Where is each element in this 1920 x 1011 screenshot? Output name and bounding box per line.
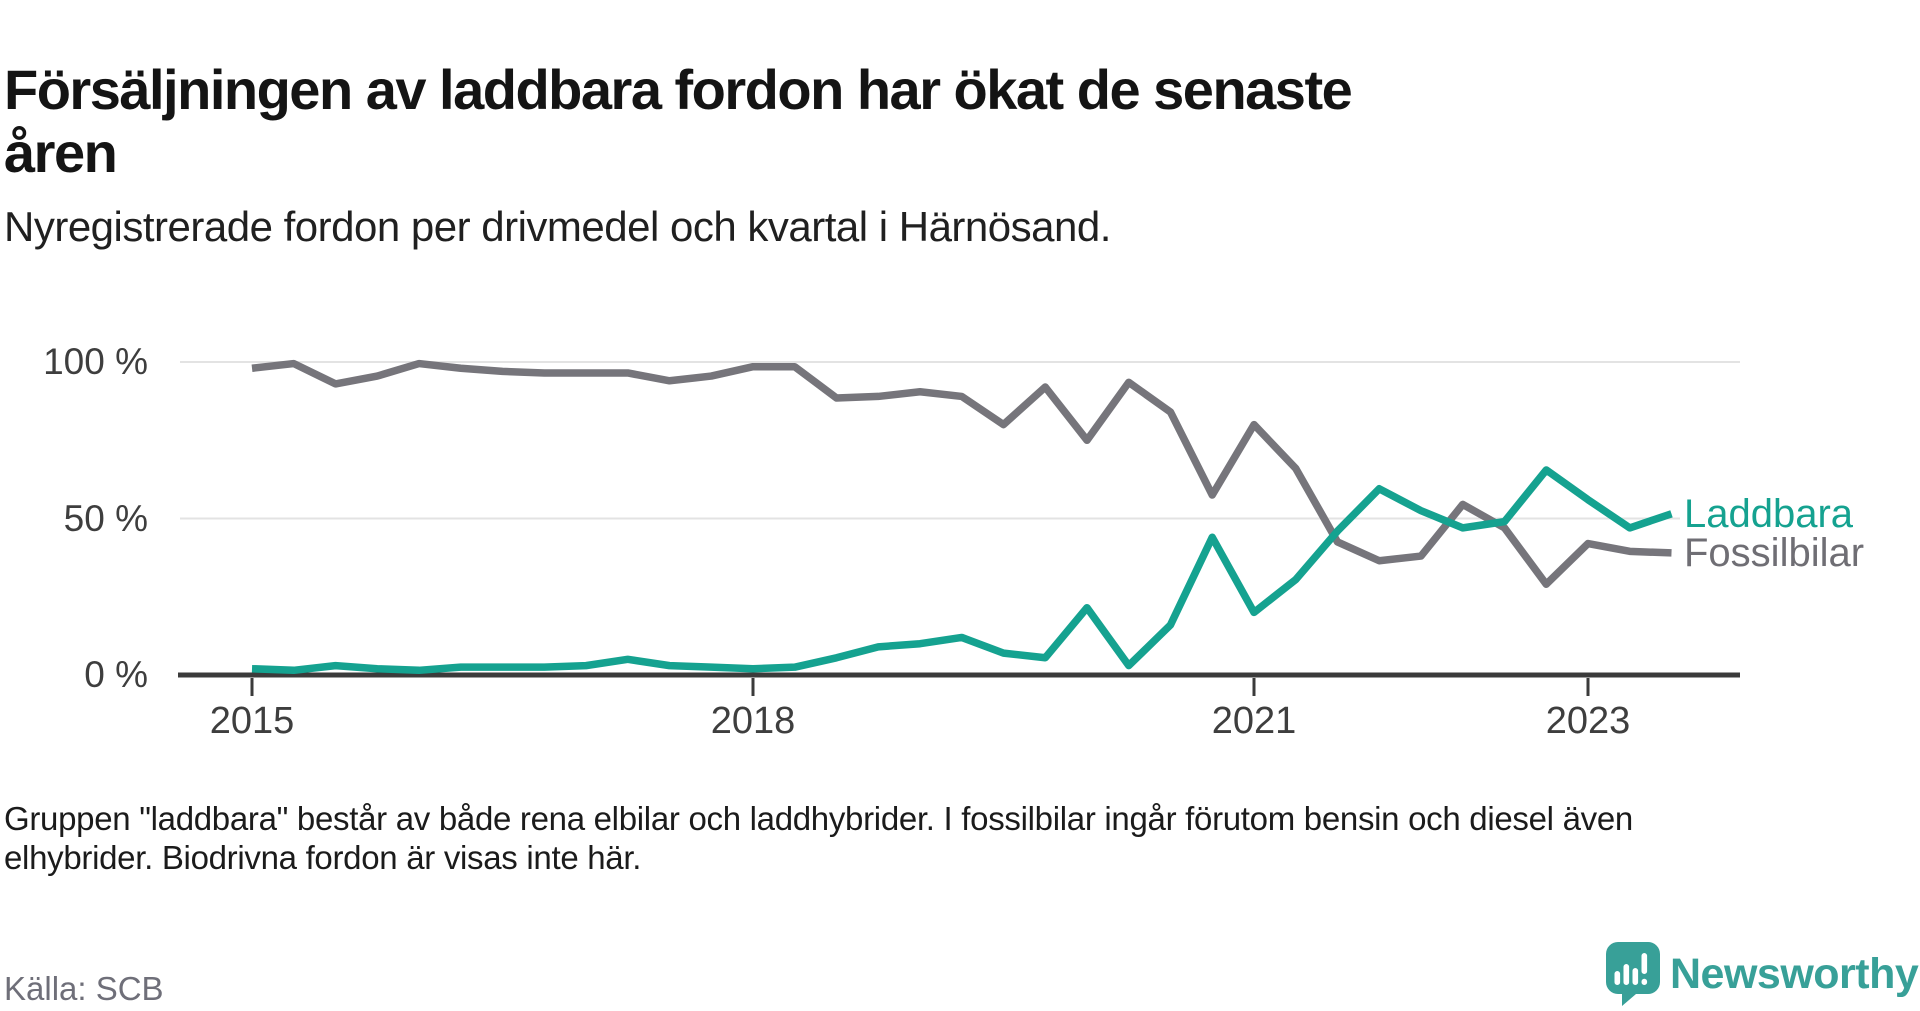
page-title-line1: Försäljningen av laddbara fordon har öka…: [4, 57, 1353, 121]
x-axis-label-2015: 2015: [209, 700, 295, 742]
y-axis-label-100: 100 %: [43, 341, 148, 382]
x-axis-label-2021: 2021: [1211, 700, 1297, 742]
page-title: Försäljningen av laddbara fordon har öka…: [4, 58, 1564, 184]
chart-subtitle: Nyregistrerade fordon per drivmedel och …: [4, 203, 1111, 250]
newsworthy-logo-text: Newsworthy: [1670, 950, 1919, 998]
source-label: Källa: SCB: [4, 970, 164, 1007]
y-axis-label-0: 0 %: [84, 654, 148, 695]
footnote: Gruppen "laddbara" består av både rena e…: [4, 799, 1884, 877]
legend-label-laddbara: Laddbara: [1684, 491, 1854, 536]
page-title-line2: åren: [4, 120, 118, 184]
x-axis-label-2023: 2023: [1545, 700, 1631, 742]
footnote-line1: Gruppen "laddbara" består av både rena e…: [4, 800, 1633, 837]
footnote-line2: elhybrider. Biodrivna fordon är visas in…: [4, 839, 642, 876]
series-line-laddbara: [251, 466, 1673, 675]
y-axis-label-50: 50 %: [63, 497, 148, 539]
newsworthy-logo-icon: [1606, 942, 1660, 1006]
series-line-fossilbilar: [251, 359, 1672, 588]
newsworthy-branding: Newsworthy: [1606, 942, 1919, 1008]
legend-label-fossilbilar: Fossilbilar: [1684, 530, 1865, 575]
x-axis-label-2018: 2018: [710, 700, 796, 742]
